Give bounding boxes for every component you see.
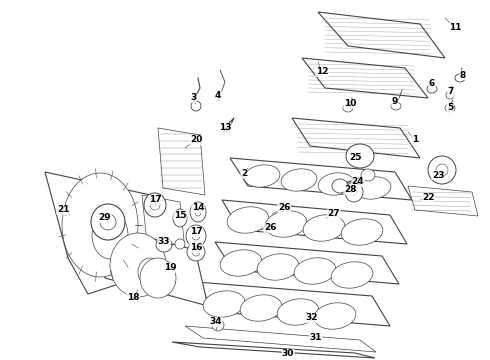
Text: 29: 29 <box>98 213 111 222</box>
Text: 11: 11 <box>449 23 461 32</box>
Text: 17: 17 <box>190 228 202 237</box>
Ellipse shape <box>150 200 160 210</box>
Text: 2: 2 <box>241 170 247 179</box>
Text: 18: 18 <box>127 293 139 302</box>
Polygon shape <box>408 186 478 216</box>
Ellipse shape <box>110 233 166 297</box>
Ellipse shape <box>190 202 206 222</box>
Ellipse shape <box>244 165 280 187</box>
Text: 10: 10 <box>344 99 356 108</box>
Ellipse shape <box>436 164 448 176</box>
Text: 3: 3 <box>190 94 196 103</box>
Ellipse shape <box>318 173 354 195</box>
Ellipse shape <box>294 258 336 284</box>
Ellipse shape <box>331 262 373 288</box>
Text: 4: 4 <box>215 90 221 99</box>
Text: 20: 20 <box>190 135 202 144</box>
Polygon shape <box>318 12 445 58</box>
Polygon shape <box>45 172 168 294</box>
Ellipse shape <box>140 258 176 298</box>
Text: 8: 8 <box>460 71 466 80</box>
Ellipse shape <box>100 214 116 230</box>
Ellipse shape <box>138 258 162 286</box>
Ellipse shape <box>192 248 200 256</box>
Text: 27: 27 <box>328 210 341 219</box>
Ellipse shape <box>281 169 317 191</box>
Text: 28: 28 <box>344 185 356 194</box>
Text: 21: 21 <box>57 206 69 215</box>
Ellipse shape <box>427 85 437 93</box>
Ellipse shape <box>445 104 455 112</box>
Text: 26: 26 <box>264 224 276 233</box>
Ellipse shape <box>187 243 205 261</box>
Ellipse shape <box>455 74 465 82</box>
Ellipse shape <box>361 169 375 181</box>
Text: 32: 32 <box>306 314 318 323</box>
Polygon shape <box>172 342 375 358</box>
Ellipse shape <box>92 211 128 259</box>
Ellipse shape <box>220 250 262 276</box>
Text: 12: 12 <box>316 68 328 77</box>
Polygon shape <box>196 282 390 326</box>
Polygon shape <box>230 158 412 200</box>
Text: 33: 33 <box>158 238 170 247</box>
Ellipse shape <box>62 173 138 277</box>
Text: 25: 25 <box>349 153 361 162</box>
Ellipse shape <box>240 295 282 321</box>
Ellipse shape <box>156 238 172 252</box>
Ellipse shape <box>341 219 383 245</box>
Text: 26: 26 <box>278 203 290 212</box>
Polygon shape <box>215 242 399 284</box>
Text: 19: 19 <box>164 264 176 273</box>
Text: 13: 13 <box>219 123 231 132</box>
Ellipse shape <box>195 208 201 216</box>
Ellipse shape <box>346 144 374 168</box>
Text: 30: 30 <box>282 350 294 359</box>
Ellipse shape <box>192 232 200 240</box>
Ellipse shape <box>355 177 391 199</box>
Ellipse shape <box>277 299 319 325</box>
Text: 1: 1 <box>412 135 418 144</box>
Ellipse shape <box>173 209 187 227</box>
Ellipse shape <box>144 193 166 217</box>
Polygon shape <box>158 128 205 195</box>
Text: 31: 31 <box>310 333 322 342</box>
Text: 5: 5 <box>447 104 453 112</box>
Ellipse shape <box>391 102 401 110</box>
Polygon shape <box>185 326 376 352</box>
Ellipse shape <box>227 207 269 233</box>
Text: 14: 14 <box>192 203 204 212</box>
Text: 24: 24 <box>352 177 364 186</box>
Ellipse shape <box>191 101 201 111</box>
Ellipse shape <box>175 239 185 249</box>
Polygon shape <box>90 222 208 306</box>
Ellipse shape <box>345 182 363 202</box>
Text: 17: 17 <box>148 195 161 204</box>
Polygon shape <box>142 195 185 250</box>
Text: 15: 15 <box>174 211 186 220</box>
Polygon shape <box>222 200 407 244</box>
Ellipse shape <box>314 303 356 329</box>
Ellipse shape <box>428 156 456 184</box>
Ellipse shape <box>265 211 307 237</box>
Ellipse shape <box>332 179 348 193</box>
Ellipse shape <box>257 254 299 280</box>
Text: 6: 6 <box>429 80 435 89</box>
Ellipse shape <box>303 215 345 241</box>
Text: 23: 23 <box>432 171 444 180</box>
Ellipse shape <box>446 91 454 99</box>
Polygon shape <box>292 118 420 158</box>
Ellipse shape <box>186 225 206 247</box>
Text: 22: 22 <box>422 194 434 202</box>
Text: 7: 7 <box>448 87 454 96</box>
Ellipse shape <box>212 319 224 331</box>
Text: 9: 9 <box>392 98 398 107</box>
Ellipse shape <box>343 104 353 112</box>
Text: 34: 34 <box>210 318 222 327</box>
Text: 16: 16 <box>190 243 202 252</box>
Ellipse shape <box>91 204 125 240</box>
Ellipse shape <box>351 189 357 195</box>
Ellipse shape <box>203 291 245 317</box>
Polygon shape <box>302 58 428 98</box>
